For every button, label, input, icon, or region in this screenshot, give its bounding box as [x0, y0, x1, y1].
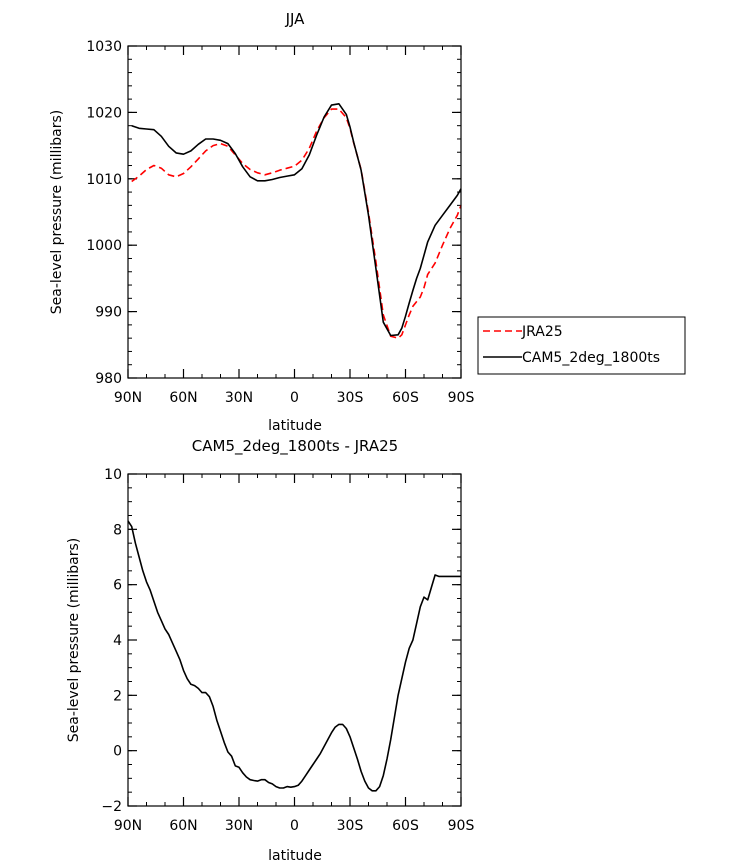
- top-chart-title: JJA: [285, 10, 306, 28]
- top-axis-ticks: 90N 60N 30N 0 30S 60S 90S 980 990 1000 1010 1020 103…: [86, 39, 474, 406]
- bottom-x-axis-label: latitude: [268, 848, 322, 864]
- bottom-axis-ticks: 90N 60N 30N 0 30S 60S 90S −2 0 2 4 6 8 10: [101, 467, 474, 834]
- bottom-x-tick-label: 90N: [114, 818, 142, 834]
- top-x-tick-label: 0: [290, 390, 299, 406]
- difference-panel: CAM5_2deg_1800ts - JRA25 Sea-level press…: [66, 437, 474, 864]
- top-series-lines: [131, 103, 462, 340]
- top-x-axis-label: latitude: [268, 418, 322, 434]
- bottom-x-tick-label: 60S: [392, 818, 419, 834]
- top-x-tick-label: 90S: [448, 390, 475, 406]
- bottom-y-tick-label: −2: [101, 799, 122, 815]
- legend-label-jra25: JRA25: [521, 324, 563, 340]
- top-x-tick-label: 30S: [337, 390, 364, 406]
- top-x-tick-label: 60S: [392, 390, 419, 406]
- top-y-tick-label: 990: [95, 305, 122, 321]
- legend: JRA25 CAM5_2deg_1800ts: [477, 316, 686, 375]
- bottom-series-lines: [127, 520, 461, 792]
- top-y-axis-label: Sea-level pressure (millibars): [49, 110, 65, 314]
- bottom-x-tick-label: 30N: [225, 818, 253, 834]
- bottom-series-cam5-2deg-1800ts-jra25: [127, 520, 461, 792]
- top-y-tick-label: 1030: [86, 39, 122, 55]
- bottom-x-tick-label: 60N: [169, 818, 197, 834]
- bottom-y-tick-label: 4: [113, 633, 122, 649]
- bottom-y-tick-label: 2: [113, 688, 122, 704]
- top-y-tick-label: 1020: [86, 105, 122, 121]
- top-plot-frame: [127, 45, 462, 379]
- legend-box: [477, 316, 686, 375]
- bottom-y-axis-label: Sea-level pressure (millibars): [66, 538, 82, 742]
- bottom-x-tick-label: 0: [290, 818, 299, 834]
- bottom-plot-frame: [127, 473, 462, 807]
- bottom-y-tick-label: 6: [113, 578, 122, 594]
- top-y-tick-label: 1000: [86, 238, 122, 254]
- legend-label-cam5: CAM5_2deg_1800ts: [522, 350, 660, 366]
- bottom-y-tick-label: 0: [113, 744, 122, 760]
- top-x-tick-label: 60N: [169, 390, 197, 406]
- top-series-cam5-2deg-1800ts: [131, 103, 462, 337]
- bottom-x-tick-label: 90S: [448, 818, 475, 834]
- jja-panel: JJA Sea-level pressure (millibars) latit…: [49, 10, 474, 434]
- bottom-chart-title: CAM5_2deg_1800ts - JRA25: [192, 437, 398, 456]
- top-series-jra25: [131, 108, 462, 340]
- top-x-tick-label: 90N: [114, 390, 142, 406]
- top-y-tick-label: 980: [95, 371, 122, 387]
- bottom-x-tick-label: 30S: [337, 818, 364, 834]
- top-y-tick-label: 1010: [86, 172, 122, 188]
- bottom-y-tick-label: 8: [113, 522, 122, 538]
- bottom-y-tick-label: 10: [104, 467, 122, 483]
- top-x-tick-label: 30N: [225, 390, 253, 406]
